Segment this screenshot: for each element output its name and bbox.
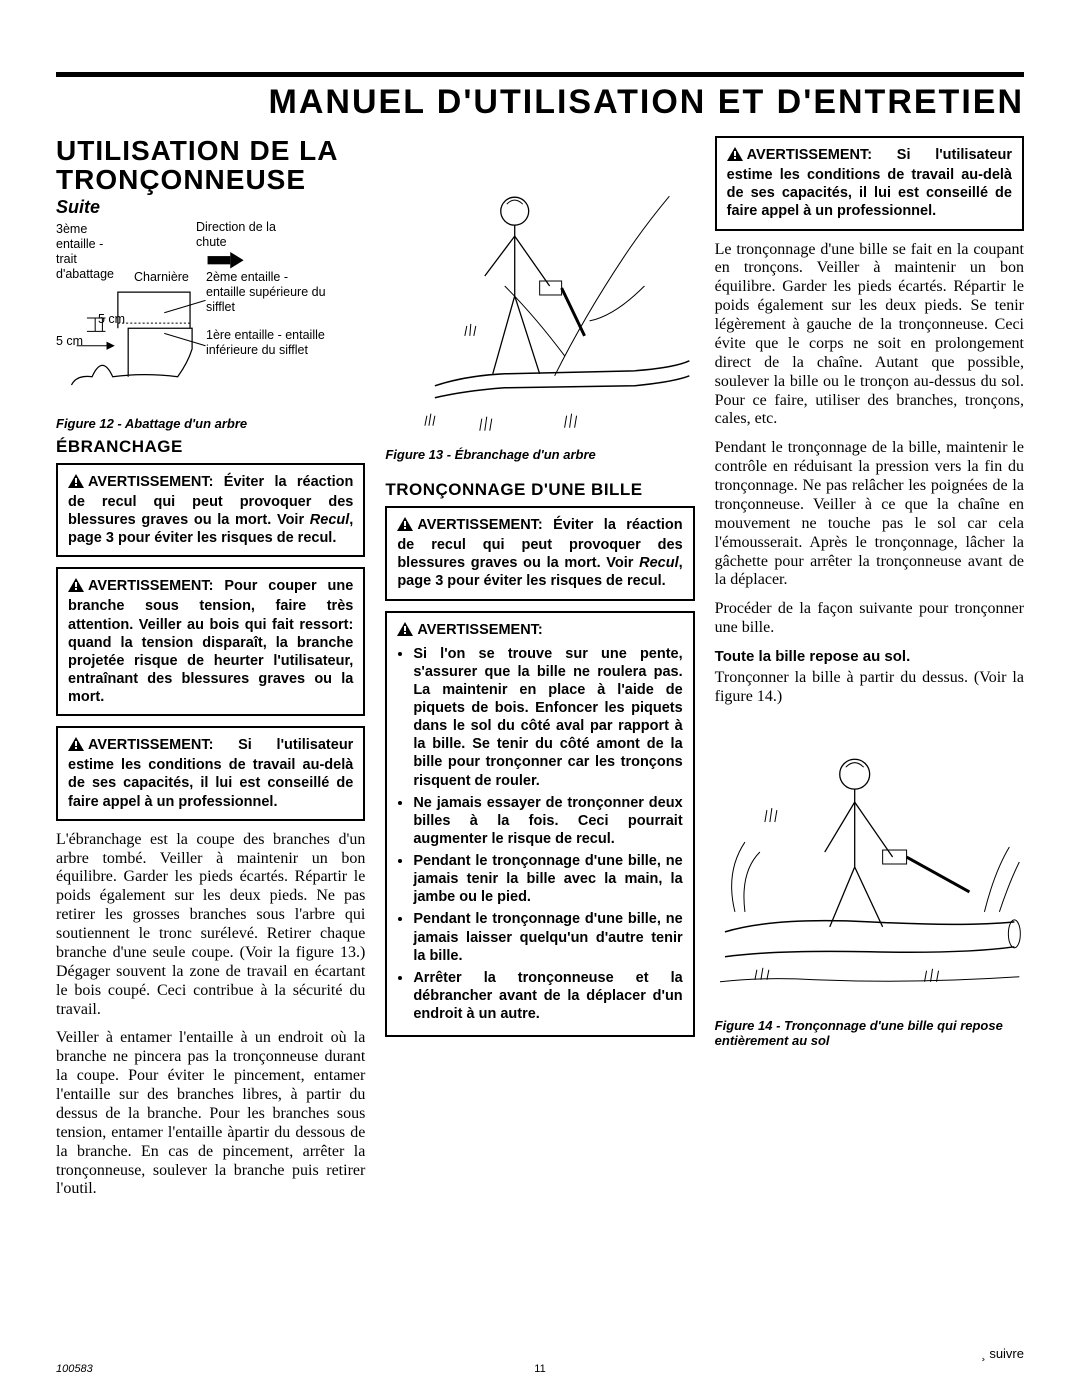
figure-12-diagram: 3ème entaille - trait d'abattage Charniè… bbox=[56, 220, 365, 410]
fig12-label-5cm-a: 5 cm bbox=[98, 312, 125, 327]
warn5-item: Ne jamais essayer de tronçonner deux bil… bbox=[413, 794, 682, 848]
warn2-label: AVERTISSEMENT: bbox=[88, 578, 213, 594]
warn5-item: Si l'on se trouve sur une pente, s'assur… bbox=[413, 645, 682, 790]
doc-number: 100583 bbox=[56, 1363, 93, 1375]
warn1-label: AVERTISSEMENT: bbox=[88, 474, 213, 490]
warn4-label: AVERTISSEMENT: bbox=[417, 517, 542, 533]
three-column-layout: UTILISATION DE LA TRONÇONNEUSE Suite 3èm… bbox=[56, 136, 1024, 1209]
warning-box-4: AVERTISSEMENT: Éviter la réaction de rec… bbox=[385, 506, 694, 601]
warning-box-5: AVERTISSEMENT: Si l'on se trouve sur une… bbox=[385, 611, 694, 1038]
paragraph-1: L'ébranchage est la coupe des branches d… bbox=[56, 831, 365, 1020]
paragraph-5: Procéder de la façon suivante pour tronç… bbox=[715, 600, 1024, 638]
column-2: Figure 13 - Ébranchage d'un arbre TRONÇO… bbox=[385, 136, 694, 1209]
warning-box-3: AVERTISSEMENT: Si l'utilisateur estime l… bbox=[56, 726, 365, 821]
warning-icon bbox=[68, 578, 84, 597]
suite-label: Suite bbox=[56, 197, 365, 218]
subhead-ebranchage: ÉBRANCHAGE bbox=[56, 437, 365, 457]
column-3: AVERTISSEMENT: Si l'utilisateur estime l… bbox=[715, 136, 1024, 1209]
fig12-label-5cm-b: 5 cm bbox=[56, 334, 83, 349]
warning-icon bbox=[727, 147, 743, 166]
page-footer: 100583 11 ¸ suivre bbox=[56, 1363, 1024, 1375]
figure-13-caption: Figure 13 - Ébranchage d'un arbre bbox=[385, 447, 694, 462]
warning-box-6: AVERTISSEMENT: Si l'utilisateur estime l… bbox=[715, 136, 1024, 231]
warning-icon bbox=[397, 622, 413, 641]
section-title: UTILISATION DE LA TRONÇONNEUSE bbox=[56, 136, 365, 195]
paragraph-6: Tronçonner la bille à partir du dessus. … bbox=[715, 669, 1024, 707]
warn5-item: Pendant le tronçonnage d'une bille, ne j… bbox=[413, 852, 682, 906]
continue-marker: ¸ suivre bbox=[981, 1346, 1024, 1361]
fig12-label-2eme: 2ème entaille - entaille supérieure du s… bbox=[206, 270, 326, 315]
warning-box-2: AVERTISSEMENT: Pour couper une branche s… bbox=[56, 567, 365, 716]
fig12-label-1ere: 1ère entaille - entaille inférieure du s… bbox=[206, 328, 326, 358]
paragraph-2: Veiller à entamer l'entaille à un endroi… bbox=[56, 1029, 365, 1199]
figure-13-svg bbox=[385, 136, 694, 436]
warn5-item: Pendant le tronçonnage d'une bille, ne j… bbox=[413, 910, 682, 964]
warning-icon bbox=[68, 737, 84, 756]
page-number: 11 bbox=[534, 1363, 545, 1375]
figure-14-svg bbox=[715, 717, 1024, 1007]
bold-subtitle: Toute la bille repose au sol. bbox=[715, 648, 1024, 665]
fig12-label-direction: Direction de la chute bbox=[196, 220, 286, 250]
warn4-ref: Recul bbox=[639, 555, 679, 571]
warn5-label: AVERTISSEMENT: bbox=[417, 622, 542, 638]
warn2-text: Pour couper une branche sous tension, fa… bbox=[68, 578, 353, 705]
fig12-label-charniere: Charnière bbox=[134, 270, 189, 285]
document-title: MANUEL D'UTILISATION ET D'ENTRETIEN bbox=[56, 83, 1024, 122]
warn3-label: AVERTISSEMENT: bbox=[88, 737, 213, 753]
fig12-label-3eme: 3ème entaille - trait d'abattage bbox=[56, 222, 126, 282]
paragraph-4: Pendant le tronçonnage de la bille, main… bbox=[715, 439, 1024, 590]
warning-box-1: AVERTISSEMENT: Éviter la réaction de rec… bbox=[56, 463, 365, 558]
warn5-item: Arrêter la tronçonneuse et la débrancher… bbox=[413, 969, 682, 1023]
figure-14-caption: Figure 14 - Tronçonnage d'une bille qui … bbox=[715, 1018, 1024, 1048]
figure-12-caption: Figure 12 - Abattage d'un arbre bbox=[56, 416, 365, 431]
warn6-label: AVERTISSEMENT: bbox=[747, 147, 872, 163]
warning-icon bbox=[397, 517, 413, 536]
top-rule bbox=[56, 72, 1024, 77]
warn5-list: Si l'on se trouve sur une pente, s'assur… bbox=[397, 645, 682, 1024]
subhead-tronconnage: TRONÇONNAGE D'UNE BILLE bbox=[385, 480, 694, 500]
warn1-ref: Recul bbox=[310, 512, 350, 528]
paragraph-3: Le tronçonnage d'une bille se fait en la… bbox=[715, 241, 1024, 430]
warning-icon bbox=[68, 474, 84, 493]
column-1: UTILISATION DE LA TRONÇONNEUSE Suite 3èm… bbox=[56, 136, 365, 1209]
